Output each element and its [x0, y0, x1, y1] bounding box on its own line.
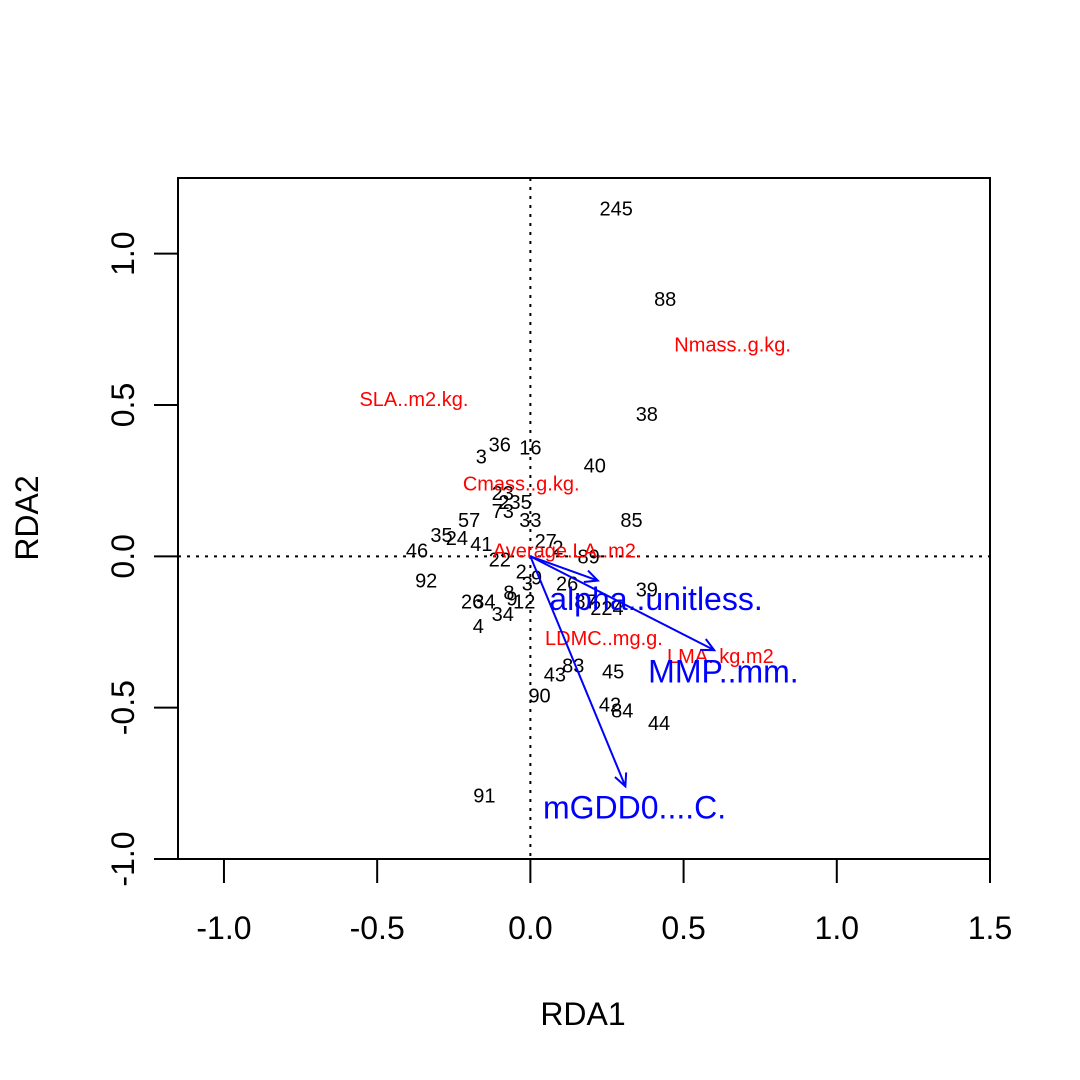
x-tick-label: 1.5: [968, 910, 1012, 946]
biplot-arrow: [529, 555, 627, 787]
biplot-label: mGDD0....C.: [543, 790, 726, 826]
site-label: 84: [611, 701, 633, 723]
species-label: LDMC..mg.g.: [545, 628, 663, 650]
x-tick-label: 0.5: [661, 910, 705, 946]
x-tick-label: 0.0: [508, 910, 552, 946]
y-tick-label: 1.0: [105, 231, 141, 275]
biplot-label: alpha..unitless.: [549, 581, 762, 617]
site-label: 45: [602, 661, 624, 683]
site-label: 245: [599, 198, 632, 220]
biplot-arrowhead: [700, 638, 717, 652]
plot-frame: [177, 177, 991, 860]
y-tick-label: 0.0: [105, 534, 141, 578]
site-label: 8: [503, 583, 514, 605]
site-label: 57: [458, 510, 480, 532]
site-label: 36: [489, 434, 511, 456]
species-label: SLA..m2.kg.: [359, 389, 468, 411]
y-tick-label: -0.5: [105, 680, 141, 735]
species-label: Average.LA..m2.: [493, 540, 642, 562]
site-label: 4: [473, 616, 484, 638]
site-label: 2: [552, 537, 563, 559]
site-label: 2: [516, 561, 527, 583]
site-label: 73: [492, 501, 514, 523]
biplot-label: MMP..mm.: [648, 654, 799, 690]
x-axis-label: RDA1: [540, 996, 625, 1032]
site-label: 9: [506, 589, 517, 611]
biplot-arrows: alpha..unitless. MMP..mm. mGDD0....C.: [529, 555, 799, 826]
x-tick-label: 1.0: [815, 910, 859, 946]
species-label: LMA..kg.m2: [667, 646, 774, 668]
biplot-arrowhead: [583, 569, 600, 583]
site-label: 46: [406, 540, 428, 562]
y-axis-label: RDA2: [9, 475, 45, 560]
site-label: 35: [430, 525, 452, 547]
site-label: 88: [654, 289, 676, 311]
biplot-arrow: [529, 555, 715, 652]
site-label: 39: [636, 580, 658, 602]
site-label: 41: [470, 534, 492, 556]
site-label: 42: [599, 695, 621, 717]
site-label: 3: [522, 574, 533, 596]
site-label: 40: [584, 456, 606, 478]
site-label: 38: [636, 404, 658, 426]
site-label: 12: [513, 592, 535, 614]
site-label: 44: [648, 713, 670, 735]
site-label: 27: [535, 531, 557, 553]
site-label: 16: [519, 437, 541, 459]
site-label: 224: [590, 598, 623, 620]
site-label: 26: [461, 592, 483, 614]
site-label: 43: [544, 664, 566, 686]
site-label: 91: [473, 785, 495, 807]
x-tick-label: -1.0: [196, 910, 251, 946]
site-label: 24: [446, 528, 468, 550]
site-label: 3: [476, 446, 487, 468]
site-label: 22: [489, 549, 511, 571]
site-label: 87: [574, 592, 596, 614]
site-label: 85: [620, 510, 642, 532]
site-label: 34: [492, 604, 514, 626]
x-tick-label: -0.5: [350, 910, 405, 946]
x-axis: -1.0 -0.5 0.0 0.5 1.0 1.5: [196, 858, 1012, 946]
site-label: 26: [556, 574, 578, 596]
site-label: 235: [498, 492, 531, 514]
biplot-arrowhead: [614, 772, 628, 789]
y-axis: -1.0 -0.5 0.0 0.5 1.0: [105, 231, 179, 887]
y-tick-label: -1.0: [105, 831, 141, 886]
site-label: 92: [415, 571, 437, 593]
site-label: 89: [577, 546, 599, 568]
site-label: 33: [519, 510, 541, 532]
species-label: Nmass..g.kg.: [674, 334, 791, 356]
site-label: 90: [528, 686, 550, 708]
y-tick-label: 0.5: [105, 383, 141, 427]
species-label: Cmass..g.kg.: [463, 474, 580, 496]
species-scores: Nmass..g.kg. SLA..m2.kg. Cmass..g.kg. Avera…: [359, 334, 790, 668]
site-label: 9: [531, 568, 542, 590]
biplot-arrow: [530, 555, 599, 582]
site-label: 34: [473, 592, 495, 614]
site-label: 23: [492, 483, 514, 505]
